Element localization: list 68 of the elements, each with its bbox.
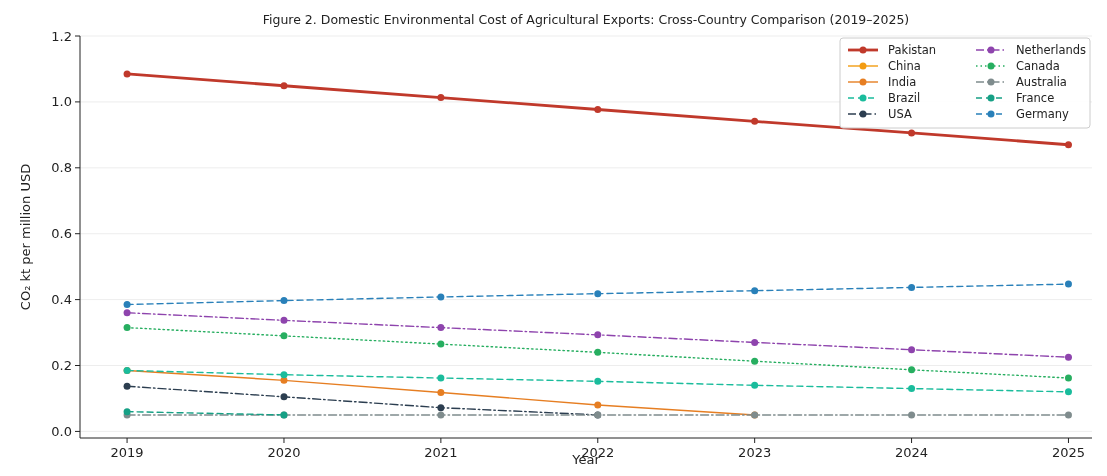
point: [437, 293, 445, 301]
x-tick-label: 2021: [424, 445, 458, 460]
point: [594, 377, 602, 385]
legend-label: France: [1016, 91, 1055, 106]
legend-label: China: [888, 59, 921, 74]
point: [751, 117, 759, 125]
point: [123, 382, 131, 390]
point: [280, 297, 288, 305]
x-tick-label: 2024: [895, 445, 929, 460]
point: [594, 348, 602, 356]
y-tick-label: 0.0: [51, 423, 72, 439]
x-tick-label: 2020: [267, 445, 301, 460]
y-tick-label: 0.6: [51, 226, 72, 242]
point: [751, 287, 759, 295]
point: [437, 389, 445, 397]
point: [437, 374, 445, 382]
point: [908, 346, 916, 354]
point: [1064, 411, 1072, 419]
point: [908, 366, 916, 374]
legend-label: Pakistan: [888, 43, 937, 58]
point: [437, 340, 445, 348]
legend-label: India: [888, 75, 917, 90]
x-tick-label: 2025: [1051, 445, 1086, 460]
legend-label: Germany: [1016, 107, 1070, 122]
legend-label: Canada: [1016, 59, 1060, 74]
chart-title: Figure 2. Domestic Environmental Cost of Agricultural Exports: Cross-Country Comparison (2019–2025): [262, 12, 910, 27]
legend-label: Australia: [1016, 75, 1067, 90]
point: [751, 381, 759, 389]
y-tick-label: 1.2: [51, 28, 72, 44]
y-tick-label: 0.2: [51, 358, 72, 374]
y-tick-label: 0.8: [51, 160, 72, 176]
point: [437, 411, 445, 419]
point: [280, 82, 288, 90]
legend-label: USA: [888, 107, 912, 122]
point: [908, 411, 916, 419]
point: [594, 401, 602, 409]
point: [908, 283, 916, 291]
point: [280, 332, 288, 340]
point: [437, 324, 445, 332]
point: [1064, 141, 1072, 149]
point: [280, 371, 288, 379]
point: [751, 338, 759, 346]
point: [908, 129, 916, 137]
point: [908, 385, 916, 393]
point: [123, 309, 131, 317]
y-tick-label: 0.4: [51, 292, 72, 308]
point: [1064, 374, 1072, 382]
point: [280, 316, 288, 324]
point: [123, 324, 131, 332]
point: [594, 290, 602, 298]
point: [437, 404, 445, 412]
point: [594, 105, 602, 113]
x-tick-label: 2023: [738, 445, 772, 460]
y-axis-title: CO₂ kt per million USD: [18, 163, 33, 311]
point: [280, 376, 288, 384]
y-tick-label: 1.0: [51, 94, 72, 110]
point: [123, 301, 131, 309]
x-tick-label: 2019: [110, 445, 144, 460]
point: [1064, 388, 1072, 396]
point: [280, 393, 288, 401]
point: [594, 331, 602, 339]
point: [751, 357, 759, 365]
point: [437, 94, 445, 102]
legend-label: Netherlands: [1016, 43, 1087, 58]
legend-label: Brazil: [888, 91, 921, 106]
point: [1064, 353, 1072, 361]
point: [1064, 280, 1072, 288]
point: [123, 70, 131, 78]
